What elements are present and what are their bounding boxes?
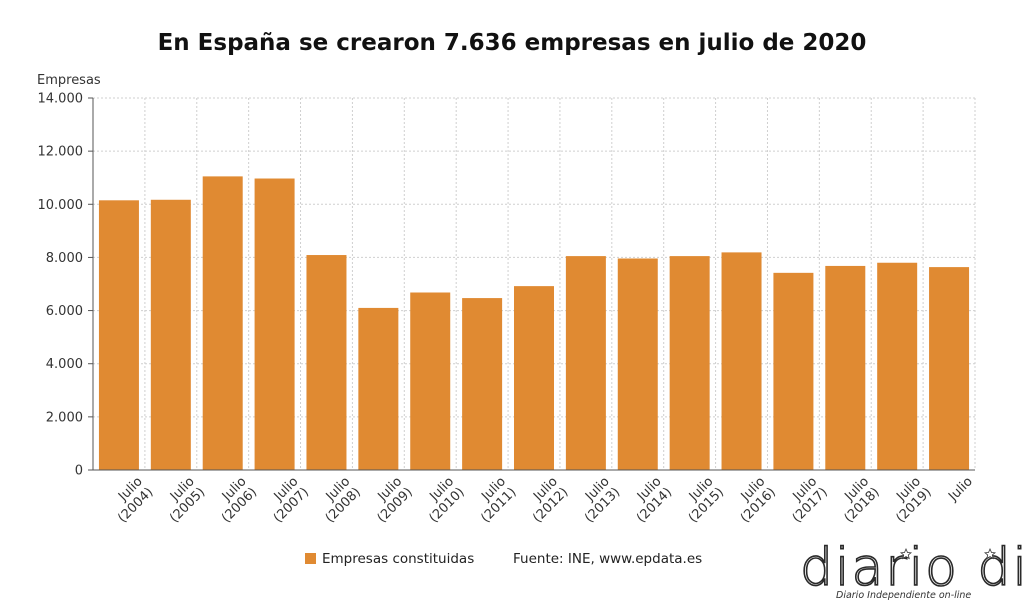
x-tick-label: Julio(2019) (883, 474, 935, 526)
bars (98, 176, 970, 471)
x-tick-label: Julio(2005) (156, 474, 208, 526)
bar (825, 265, 866, 470)
axes (88, 97, 975, 471)
y-tick-label: 6.000 (46, 304, 83, 319)
x-tick-labels: Julio(2004) Julio(2005) Julio(2006) Julio(2… (105, 474, 976, 526)
x-tick-label: Julio(2016) (727, 474, 779, 526)
bar (669, 256, 710, 470)
x-tick-label: Julio(2011) (468, 474, 520, 526)
x-tick-label: Julio(2006) (208, 474, 260, 526)
bar (254, 178, 295, 471)
bar (150, 199, 191, 471)
bar (721, 252, 762, 470)
bar (462, 298, 503, 470)
bar (617, 258, 658, 470)
x-tick-label: Julio(2013) (572, 474, 624, 526)
y-tick-label: 14.000 (38, 92, 84, 107)
source-note: Fuente: INE, www.epdata.es (513, 551, 702, 567)
watermark-logo: diario dia Diario Independiente on-line (799, 537, 1024, 601)
grid-lines (92, 97, 976, 470)
y-tick-label: 8.000 (46, 251, 83, 266)
x-tick-label: Julio(2018) (831, 474, 883, 526)
bar (358, 307, 399, 470)
legend-swatch (305, 553, 316, 564)
y-tick-label: 4.000 (46, 357, 83, 372)
chart-title: En España se crearon 7.636 empresas en j… (158, 30, 867, 56)
bar (877, 262, 918, 470)
x-tick-label: Julio(2008) (312, 474, 364, 526)
legend-label: Empresas constituidas (322, 551, 474, 567)
x-tick-label: Julio(2009) (364, 474, 416, 526)
bar (306, 255, 347, 470)
y-tick-label: 12.000 (38, 145, 84, 160)
x-tick-label: Julio(2010) (416, 474, 468, 526)
x-tick-label: Julio(2014) (623, 474, 675, 526)
y-tick-labels: 0 2.000 4.000 6.000 8.000 10.000 12.000 14.000 (38, 92, 84, 479)
x-tick-label: Julio(2004) (105, 474, 157, 526)
logo-star-icon (983, 547, 997, 560)
y-tick-label: 10.000 (38, 198, 84, 213)
y-tick-label: 0 (75, 464, 83, 479)
bar (98, 200, 139, 471)
y-tick-label: 2.000 (46, 410, 83, 425)
bar (773, 272, 814, 470)
legend: Empresas constituidas (305, 551, 474, 567)
bar (410, 292, 451, 470)
logo-wordmark: diario dia (800, 538, 1024, 598)
y-axis-label: Empresas (37, 73, 101, 88)
bar (565, 256, 606, 470)
logo-star-icon (899, 547, 913, 560)
bar (929, 267, 970, 470)
logo-tagline: Diario Independiente on-line (836, 590, 971, 601)
bar (202, 176, 243, 470)
x-tick-label: Julio (945, 474, 976, 505)
x-tick-label: Julio(2017) (779, 474, 831, 526)
x-tick-label: Julio(2007) (260, 474, 312, 526)
x-tick-label: Julio(2012) (520, 474, 572, 526)
x-tick-label: Julio(2015) (675, 474, 727, 526)
bar (514, 286, 554, 470)
